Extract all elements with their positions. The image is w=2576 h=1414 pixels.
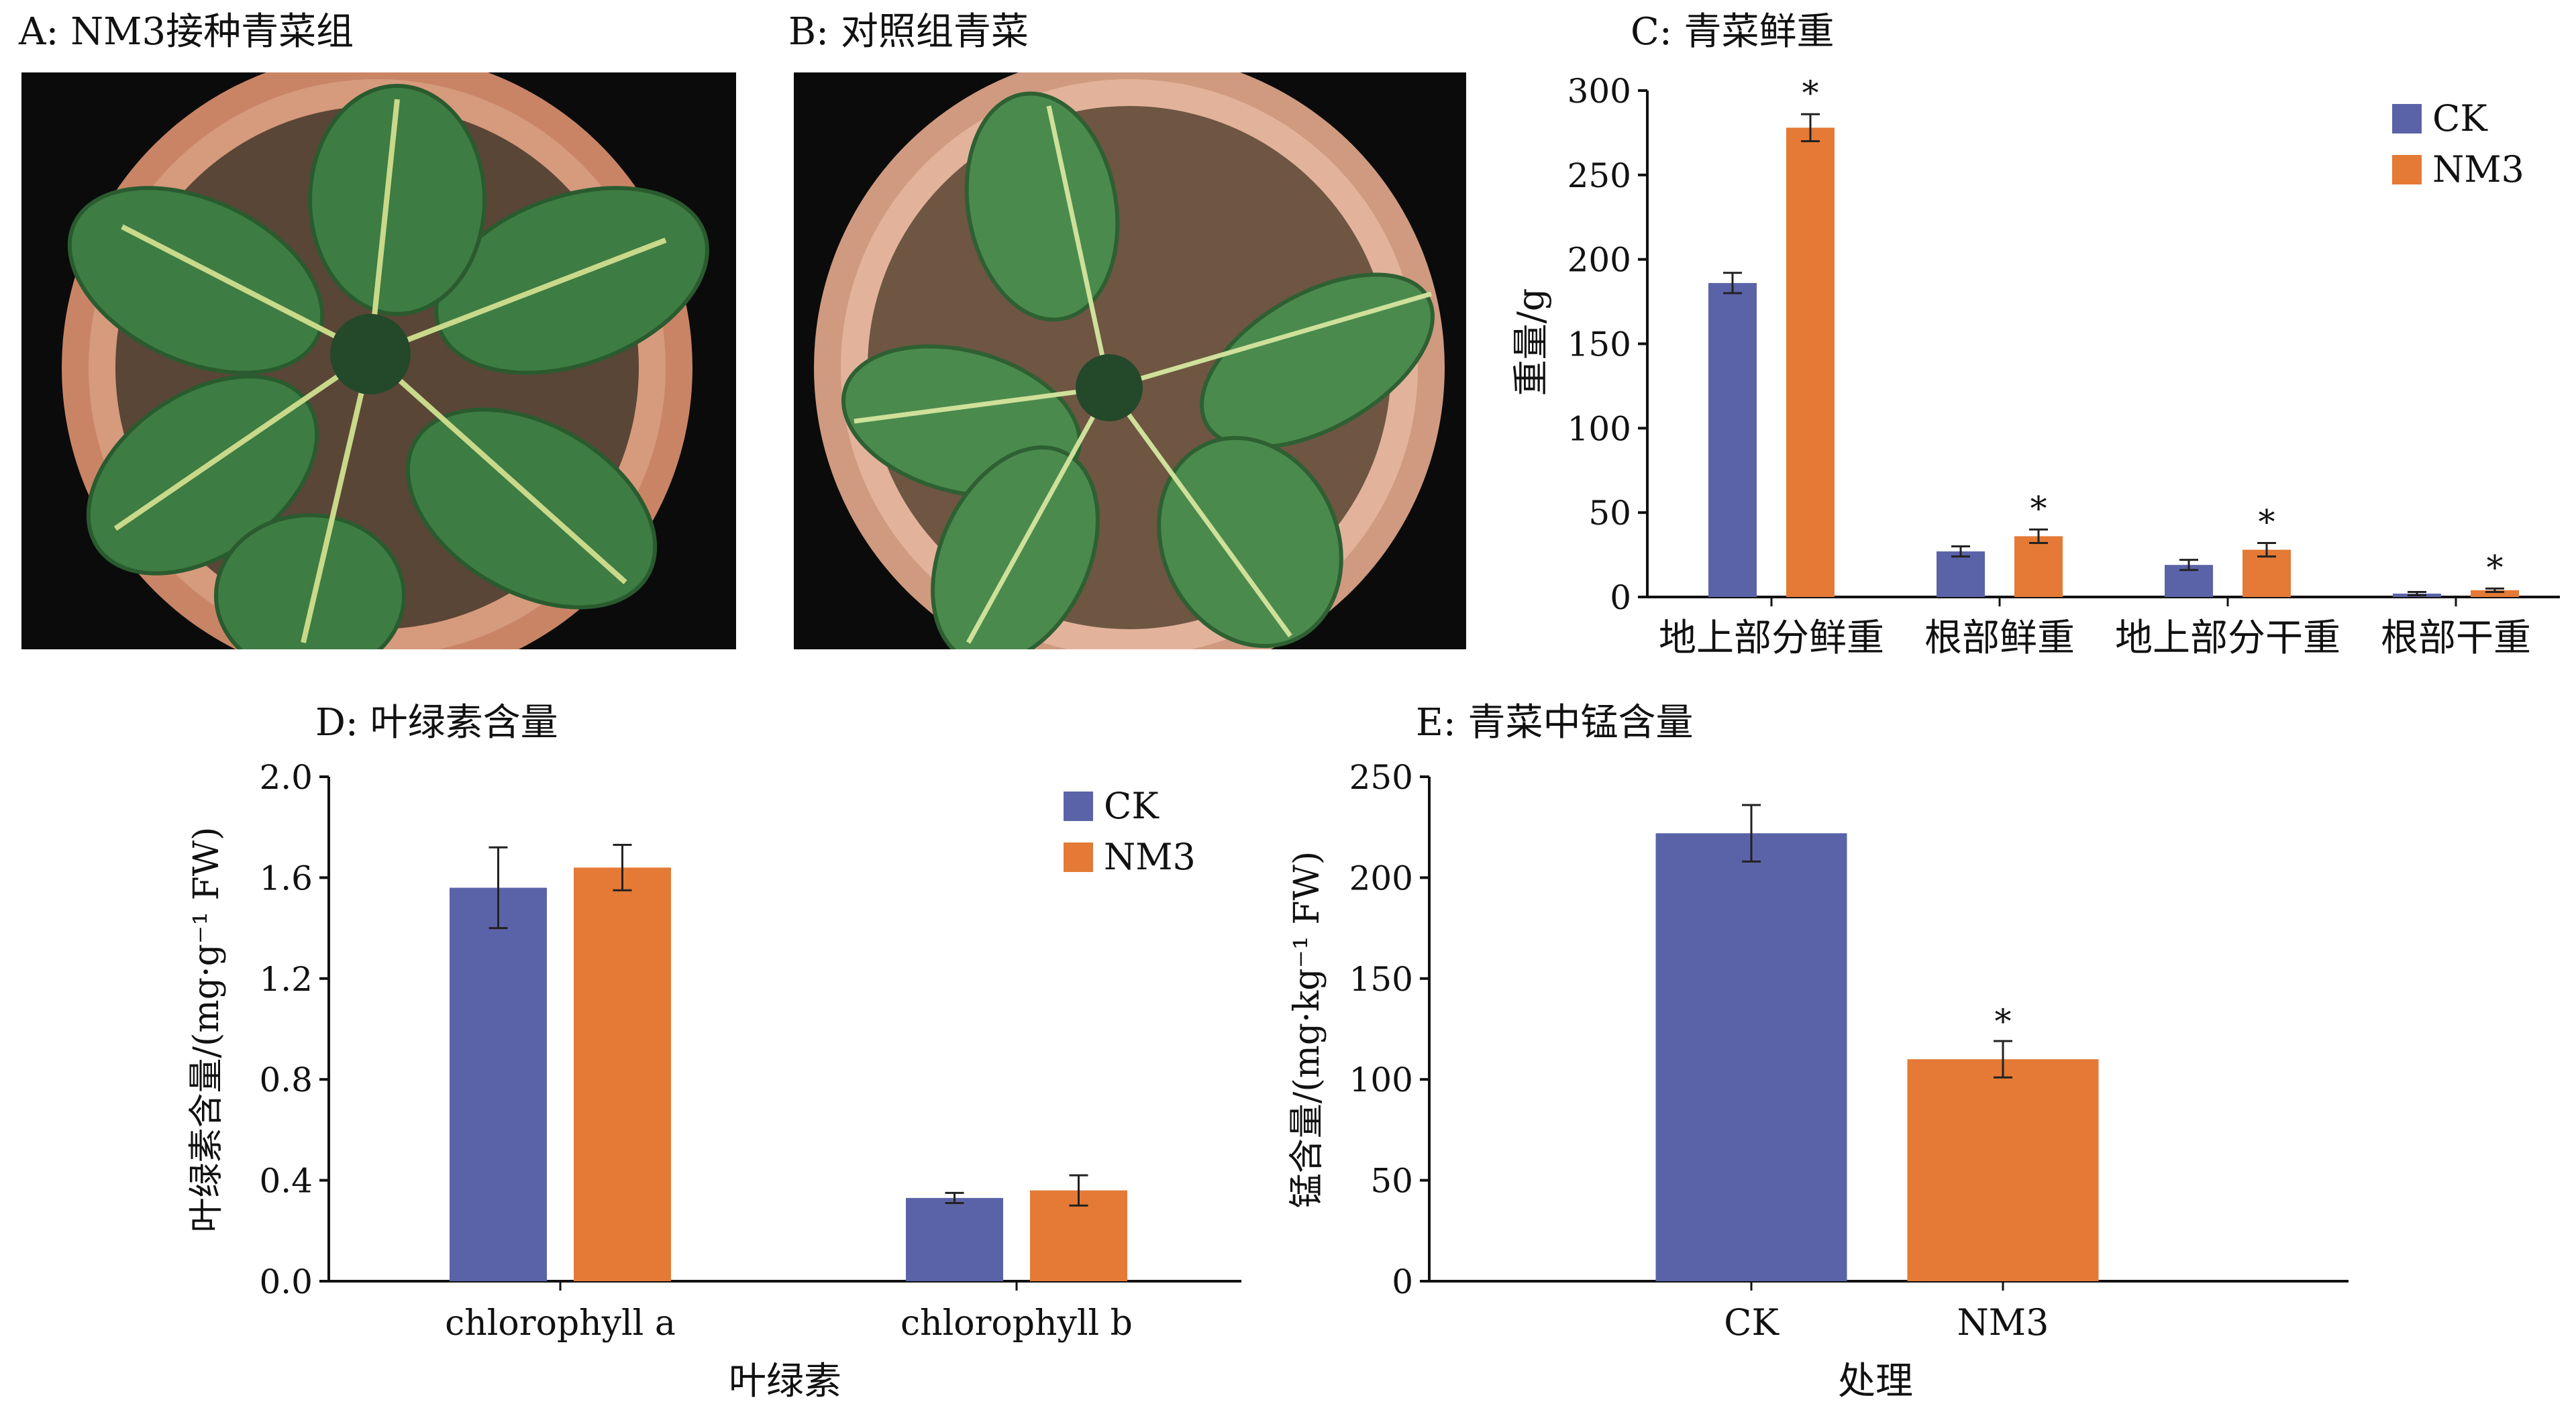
photo-control-plant [794, 72, 1466, 649]
y-tick-label: 50 [1370, 1162, 1413, 1201]
bar-nm3 [2243, 549, 2291, 597]
y-axis-label: 重量/g [1510, 288, 1552, 396]
legend-swatch-nm3 [1064, 842, 1093, 872]
photo-nm3-plant [21, 72, 736, 649]
y-tick-label: 150 [1349, 960, 1413, 999]
legend-swatch-ck [1064, 792, 1093, 821]
y-tick-label: 200 [1567, 241, 1631, 280]
bar-ck [1655, 833, 1847, 1281]
y-tick-label: 150 [1567, 325, 1631, 364]
y-axis-label: 叶绿素含量/(mg·g⁻¹ FW) [187, 827, 227, 1233]
bar-nm3 [1786, 127, 1835, 597]
legend-swatch-ck [2392, 104, 2422, 133]
panel-c-title: C: 青菜鲜重 [1631, 10, 1835, 54]
y-tick-label: 2.0 [259, 758, 313, 797]
bar-ck [1708, 282, 1757, 597]
y-tick-label: 250 [1349, 758, 1413, 797]
bar-ck [1937, 551, 1985, 597]
y-tick-label: 0 [1392, 1262, 1413, 1301]
legend-label-ck: CK [2432, 97, 2488, 140]
panel-a-title: A: NM3接种青菜组 [19, 10, 354, 54]
y-axis-label: 锰含量/(mg·kg⁻¹ FW) [1287, 851, 1327, 1208]
bar-nm3 [1907, 1059, 2099, 1281]
y-tick-label: 100 [1349, 1060, 1413, 1099]
y-tick-label: 0.0 [259, 1262, 313, 1301]
x-category-label: 地上部分干重 [2115, 616, 2340, 660]
y-tick-label: 1.2 [259, 960, 313, 999]
bar-ck [906, 1197, 1003, 1281]
y-tick-label: 0.4 [259, 1162, 313, 1201]
x-category-label: 根部鲜重 [1924, 616, 2075, 660]
y-tick-label: 50 [1588, 494, 1631, 533]
significance-mark: * [2487, 548, 2504, 587]
bar-ck [450, 887, 547, 1281]
panel-e-title: E: 青菜中锰含量 [1416, 701, 1694, 745]
x-category-label: 根部干重 [2381, 616, 2531, 660]
x-category-label: 地上部分鲜重 [1659, 616, 1884, 660]
y-tick-label: 0 [1610, 578, 1631, 617]
plant-pot-illustration [62, 72, 709, 649]
significance-mark: * [2030, 489, 2047, 528]
significance-mark: * [1802, 74, 1819, 113]
x-category-label: NM3 [1957, 1301, 2049, 1344]
y-tick-label: 100 [1567, 409, 1631, 448]
panel-b-title: B: 对照组青菜 [788, 10, 1029, 54]
bar-nm3 [2014, 536, 2063, 597]
significance-mark: * [1995, 1002, 2012, 1041]
panel-d-title: D: 叶绿素含量 [315, 701, 558, 745]
x-category-label: chlorophyll a [445, 1303, 676, 1344]
legend-label-ck: CK [1104, 785, 1160, 827]
x-category-label: chlorophyll b [900, 1303, 1133, 1344]
legend-label-nm3: NM3 [2432, 148, 2524, 191]
y-tick-label: 200 [1349, 859, 1413, 898]
legend-swatch-nm3 [2392, 155, 2422, 184]
y-tick-label: 300 [1567, 72, 1631, 111]
significance-mark: * [2259, 502, 2275, 541]
y-tick-label: 250 [1567, 156, 1631, 195]
x-axis-label: 处理 [1838, 1360, 1913, 1403]
legend-label-nm3: NM3 [1104, 836, 1196, 878]
bar-nm3 [574, 867, 671, 1281]
plant-pot-illustration [814, 72, 1445, 649]
bar-nm3 [2471, 590, 2519, 597]
y-tick-label: 1.6 [259, 859, 313, 898]
x-axis-label: 叶绿素 [729, 1360, 841, 1403]
y-tick-label: 0.8 [259, 1060, 313, 1099]
x-category-label: CK [1724, 1301, 1780, 1344]
